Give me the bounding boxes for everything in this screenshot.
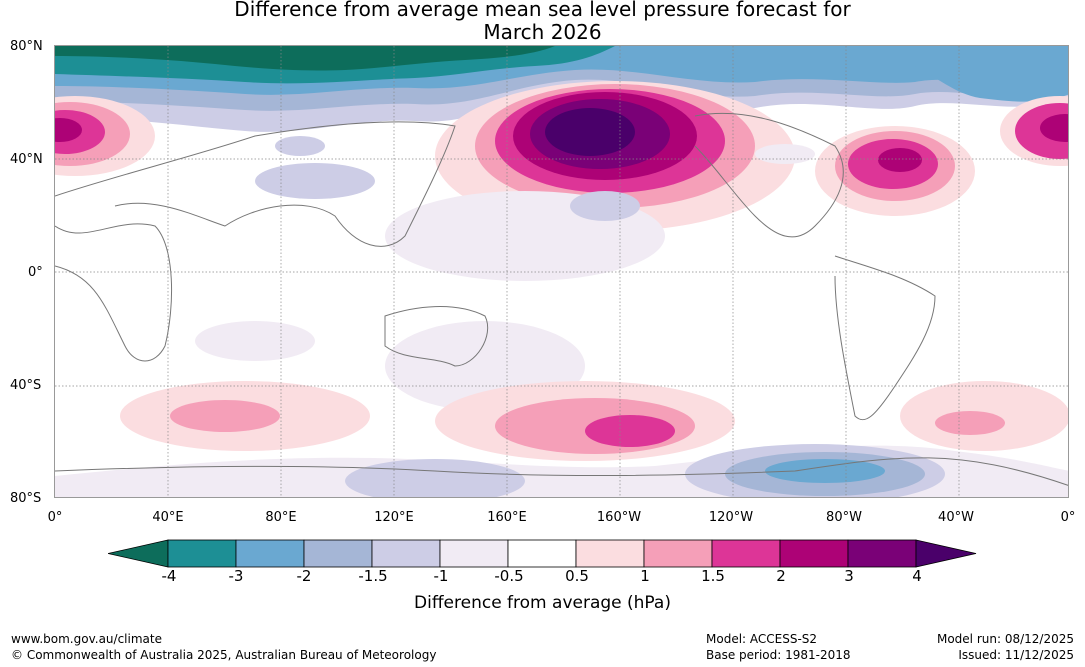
colorbar-tick-label: -1.5 <box>358 567 388 585</box>
colorbar-tick-label: -4 <box>161 567 177 585</box>
colorbar-tick-label: -2 <box>296 567 312 585</box>
colorbar-segment <box>303 539 373 568</box>
north-pacific-high-region <box>435 81 795 231</box>
colorbar-segment <box>507 539 577 568</box>
colorbar-tick-label: 0.5 <box>565 567 589 585</box>
footer-base-period: Base period: 1981-2018 <box>706 648 851 662</box>
lat-label-40n: 40°N <box>10 152 43 167</box>
colorbar-segment <box>439 539 509 568</box>
arctic-low-region <box>55 46 1068 132</box>
colorbar-segment <box>711 539 781 568</box>
lat-label-80s: 80°S <box>10 491 42 506</box>
south-atlantic-high-region <box>900 381 1068 451</box>
lat-label-80n: 80°N <box>10 39 43 54</box>
footer-copyright: © Commonwealth of Australia 2025, Austra… <box>11 648 437 662</box>
colorbar <box>108 539 977 568</box>
lon-label-40w: 40°W <box>938 510 974 525</box>
colorbar-tick-label: -0.5 <box>494 567 524 585</box>
africa-outline <box>55 223 173 362</box>
colorbar-tick-label: -3 <box>228 567 244 585</box>
lon-label-160w: 160°W <box>596 510 642 525</box>
colorbar-tick-label: 2 <box>776 567 786 585</box>
colorbar-title: Difference from average (hPa) <box>414 593 671 613</box>
map-title-line1: Difference from average mean sea level p… <box>234 0 851 21</box>
colorbar-extend-min <box>108 539 169 568</box>
lon-label-40e: 40°E <box>152 510 184 525</box>
europe-high-region <box>55 96 1068 176</box>
footer-url: www.bom.gov.au/climate <box>11 632 162 646</box>
north-america-outline <box>694 112 844 238</box>
colorbar-segment <box>371 539 441 568</box>
colorbar-tick-label: 1 <box>640 567 650 585</box>
colorbar-segment <box>643 539 713 568</box>
footer-model-run: Model run: 08/12/2025 <box>936 632 1074 646</box>
south-indian-high-region <box>120 381 370 451</box>
pressure-anomaly-map <box>54 45 1069 498</box>
lon-label-160e: 160°E <box>487 510 527 525</box>
coastlines <box>55 112 1068 486</box>
lon-label-80w: 80°W <box>826 510 862 525</box>
lon-label-0-right: 0° <box>1060 510 1076 525</box>
colorbar-extend-max <box>915 539 977 568</box>
eurasia-outline <box>55 121 456 247</box>
colorbar-segment <box>575 539 645 568</box>
antarctic-low-region <box>55 444 1068 497</box>
lon-label-80e: 80°E <box>265 510 297 525</box>
lon-label-0-left: 0° <box>47 510 63 525</box>
graticule <box>55 46 1068 497</box>
lat-label-equator: 0° <box>28 265 43 280</box>
colorbar-tick-label: -1 <box>433 567 449 585</box>
lon-label-120e: 120°E <box>374 510 414 525</box>
colorbar-segment <box>235 539 305 568</box>
north-atlantic-high-region <box>815 126 975 216</box>
colorbar-segment <box>167 539 237 568</box>
colorbar-tick-label: 4 <box>912 567 922 585</box>
colorbar-tick-label: 3 <box>844 567 854 585</box>
lat-label-40s: 40°S <box>10 378 42 393</box>
south-pacific-high-region <box>435 381 735 461</box>
antarctica-outline <box>55 457 1068 486</box>
lon-label-120w: 120°W <box>708 510 754 525</box>
australia-outline <box>384 306 489 367</box>
footer-issued: Issued: 11/12/2025 <box>958 648 1074 662</box>
colorbar-segment <box>847 539 917 568</box>
colorbar-segment <box>779 539 849 568</box>
map-canvas <box>55 46 1068 497</box>
colorbar-tick-label: 1.5 <box>701 567 725 585</box>
map-title-line2: March 2026 <box>483 20 602 44</box>
footer-model: Model: ACCESS-S2 <box>706 632 818 646</box>
